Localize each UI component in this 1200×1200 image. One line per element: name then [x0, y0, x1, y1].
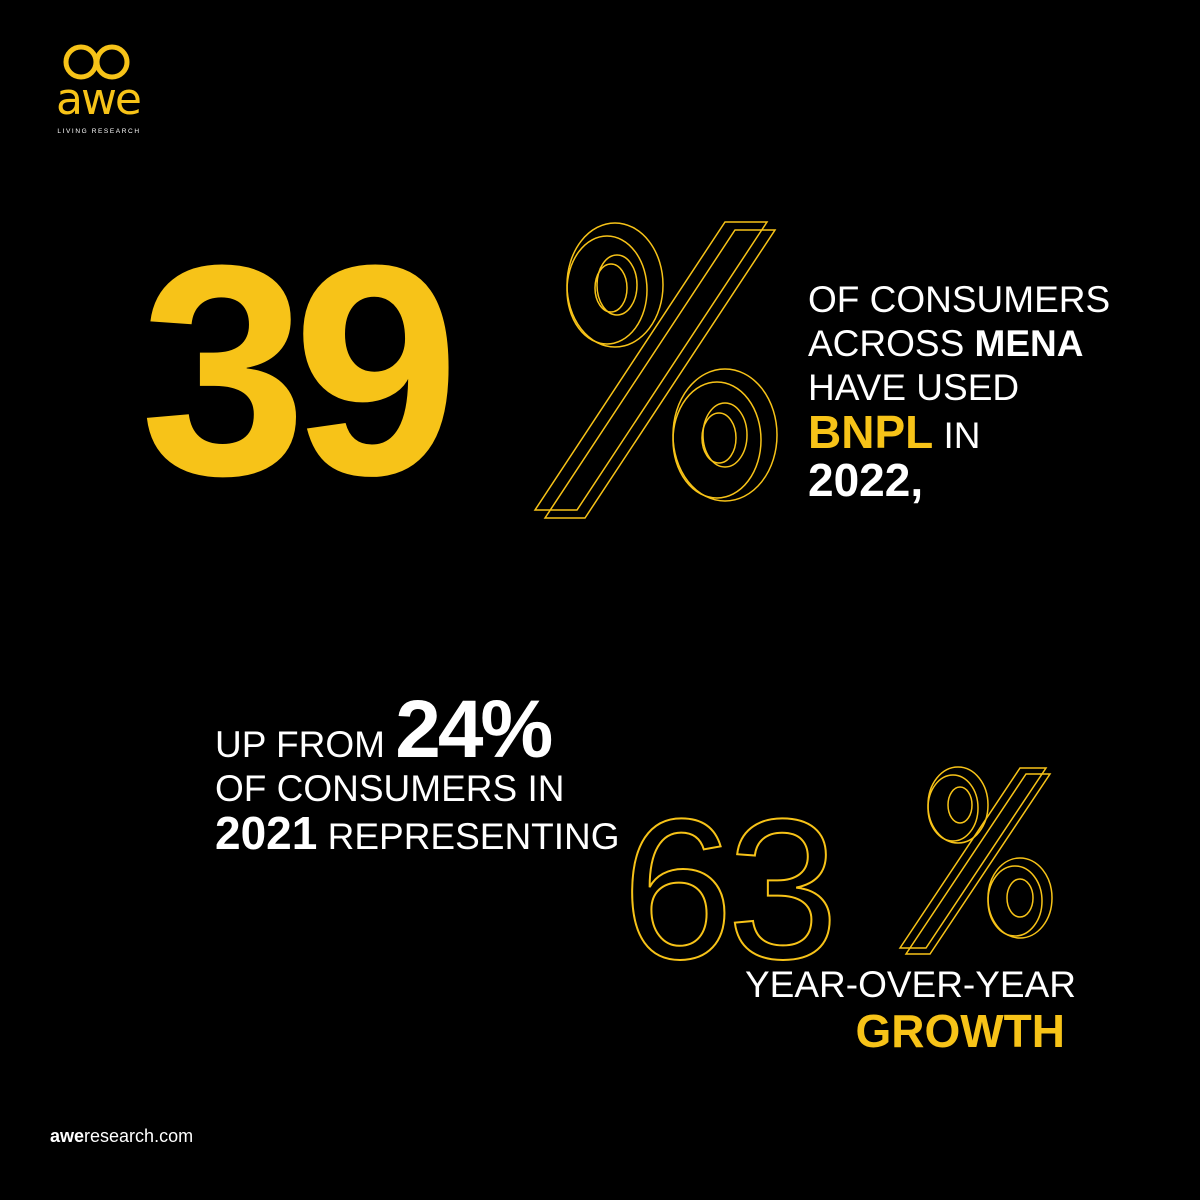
- stat-39-description: OF CONSUMERS ACROSS MENA HAVE USED BNPL …: [808, 278, 1111, 506]
- website-link[interactable]: aweresearch.com: [50, 1126, 193, 1147]
- stat-24-description: UP FROM 24% OF CONSUMERS IN 2021 REPRESE…: [215, 689, 620, 859]
- stat-39-line1: OF CONSUMERS: [808, 279, 1111, 320]
- stat-39-line2: ACROSS MENA: [808, 322, 1110, 366]
- stat-39-line4: BNPL IN: [808, 409, 1110, 458]
- stat-24-line3: 2021 REPRESENTING: [215, 810, 620, 859]
- stat-63-number: 63: [621, 778, 839, 1001]
- infinity-logo-icon: [63, 44, 130, 80]
- yoy-text: YEAR-OVER-YEAR: [745, 964, 1077, 1005]
- percent-outline-icon: [533, 221, 778, 519]
- up-from-text: UP FROM: [215, 724, 396, 765]
- brand-logo-wordmark: awe: [55, 74, 142, 125]
- growth-highlight: GROWTH: [855, 1005, 1065, 1057]
- stat-39-number: 39: [140, 202, 460, 538]
- stat-24-line1: UP FROM 24%: [215, 689, 620, 771]
- across-text: ACROSS: [808, 323, 975, 364]
- bnpl-highlight: BNPL: [808, 406, 934, 458]
- representing-text: REPRESENTING: [317, 816, 620, 857]
- site-bold: awe: [50, 1126, 85, 1146]
- brand-tagline: LIVING RESEARCH: [57, 128, 141, 135]
- stat-39-line3: HAVE USED: [808, 367, 1020, 408]
- in-text: IN: [933, 415, 981, 456]
- percent-outline-icon: [898, 766, 1053, 955]
- stat-63-description: YEAR-OVER-YEAR GROWTH: [745, 962, 1077, 1057]
- stat-24-line2: OF CONSUMERS IN: [215, 768, 565, 809]
- site-rest: research.com: [84, 1126, 194, 1146]
- year-2021: 2021: [215, 807, 318, 859]
- stat-24-percent: 24%: [395, 684, 553, 775]
- year-2022: 2022,: [808, 454, 924, 506]
- mena-highlight: MENA: [974, 323, 1084, 364]
